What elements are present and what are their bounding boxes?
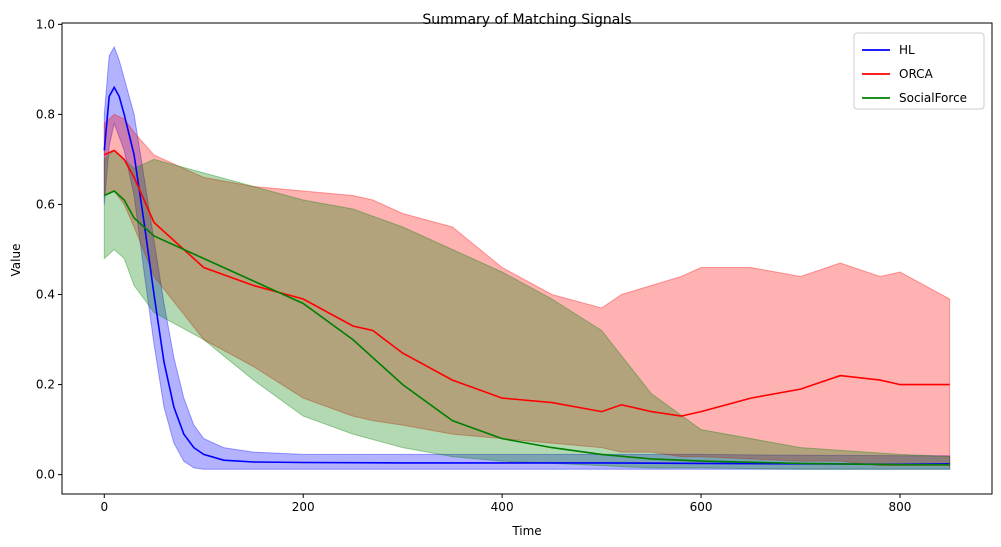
band-orca xyxy=(103,113,951,467)
x-tick-label: 600 xyxy=(690,500,713,514)
band-socialforce xyxy=(103,149,951,470)
x-tick-label: 0 xyxy=(100,500,108,514)
y-axis-label: Value xyxy=(9,244,23,277)
x-tick-label: 200 xyxy=(292,500,315,514)
legend-label-socialforce: SocialForce xyxy=(899,91,967,105)
y-tick-label: 0.6 xyxy=(36,197,55,211)
x-axis-ticks: 0 200 400 600 800 xyxy=(100,494,911,514)
confidence-bands xyxy=(103,45,951,470)
legend-label-hl: HL xyxy=(899,43,915,57)
x-tick-label: 800 xyxy=(889,500,912,514)
series-lines xyxy=(103,85,950,466)
x-tick-label: 400 xyxy=(491,500,514,514)
legend-box xyxy=(853,32,985,110)
y-tick-label: 1.0 xyxy=(36,17,55,31)
y-tick-label: 0.2 xyxy=(36,378,55,392)
plot-frame xyxy=(61,22,993,495)
legend: HL ORCA SocialForce xyxy=(853,32,985,110)
band-hl xyxy=(103,45,951,470)
y-tick-label: 0.8 xyxy=(36,107,55,121)
x-axis-label: Time xyxy=(511,524,541,538)
y-tick-label: 0.4 xyxy=(36,288,55,302)
y-tick-label: 0.0 xyxy=(36,468,55,482)
y-axis-ticks: 0.0 0.2 0.4 0.6 0.8 1.0 xyxy=(36,17,62,482)
line-hl xyxy=(103,85,950,466)
legend-label-orca: ORCA xyxy=(899,67,934,81)
line-socialforce xyxy=(103,190,950,466)
chart-title: Summary of Matching Signals xyxy=(422,12,631,28)
line-orca xyxy=(103,149,950,417)
